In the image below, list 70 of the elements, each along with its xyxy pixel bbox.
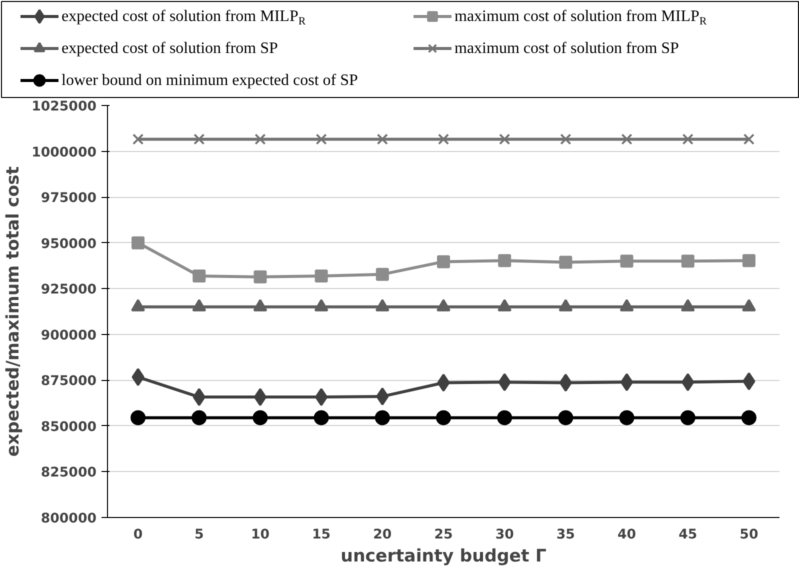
x-tick-label: 15 xyxy=(312,528,331,542)
point xyxy=(498,373,511,392)
x-axis-title: uncertainty budget Γ xyxy=(340,546,546,566)
point xyxy=(314,410,329,426)
point xyxy=(560,134,572,145)
y-tick-label: 950000 xyxy=(40,236,97,252)
point xyxy=(316,134,327,145)
point xyxy=(376,134,388,145)
x-tick-label: 5 xyxy=(194,528,204,542)
point xyxy=(254,270,267,284)
point xyxy=(376,268,389,281)
point xyxy=(620,373,634,392)
point xyxy=(621,134,632,145)
legend-label: lower bound on minimum expected cost of SP xyxy=(62,72,358,89)
y-tick-label: 925000 xyxy=(40,282,97,298)
point xyxy=(559,374,572,392)
point xyxy=(742,372,756,390)
point xyxy=(682,373,694,392)
legend-label: maximum cost of solution from SP xyxy=(454,40,680,57)
point xyxy=(436,410,451,426)
point xyxy=(498,254,512,268)
x-tick-label: 25 xyxy=(434,528,453,542)
point xyxy=(743,134,755,145)
y-tick-label: 1000000 xyxy=(32,145,97,160)
point xyxy=(132,368,144,386)
point xyxy=(620,254,634,268)
point xyxy=(558,410,574,426)
point xyxy=(192,269,206,282)
legend-label: expected cost of solution from SP xyxy=(62,40,278,57)
point xyxy=(682,134,694,145)
x-tick-label: 30 xyxy=(495,528,514,542)
y-tick-label: 900000 xyxy=(40,328,97,344)
x-tick-label: 40 xyxy=(618,528,636,542)
point xyxy=(619,410,634,426)
point xyxy=(192,388,206,406)
y-tick-label: 975000 xyxy=(40,191,97,206)
point xyxy=(192,410,207,426)
point xyxy=(437,255,450,268)
x-tick-label: 20 xyxy=(373,528,392,542)
y-tick-label: 875000 xyxy=(40,374,97,390)
point xyxy=(194,134,205,145)
point xyxy=(497,410,512,426)
point xyxy=(681,254,694,268)
y-tick-label: 825000 xyxy=(40,466,97,481)
y-tick-label: 850000 xyxy=(40,420,97,435)
point xyxy=(374,410,390,426)
point xyxy=(132,236,145,250)
x-tick-label: 0 xyxy=(133,528,143,542)
point xyxy=(559,256,572,269)
x-tick-label: 45 xyxy=(678,528,698,542)
point xyxy=(314,269,328,282)
x-tick-label: 35 xyxy=(556,528,575,542)
point xyxy=(741,410,756,426)
y-tick-label: 1025000 xyxy=(32,100,97,114)
point xyxy=(130,410,146,426)
point xyxy=(314,388,328,406)
point xyxy=(680,410,696,426)
point xyxy=(742,254,756,268)
point xyxy=(252,410,268,426)
point xyxy=(132,134,144,145)
point xyxy=(438,134,450,145)
point xyxy=(254,388,267,406)
point xyxy=(376,387,389,406)
point xyxy=(498,134,510,145)
x-tick-label: 10 xyxy=(250,528,270,542)
y-axis-title: expected/maximum total cost xyxy=(4,166,24,457)
point xyxy=(437,374,450,392)
x-tick-label: 50 xyxy=(740,528,758,542)
y-tick-label: 800000 xyxy=(40,512,97,526)
point xyxy=(254,134,266,145)
